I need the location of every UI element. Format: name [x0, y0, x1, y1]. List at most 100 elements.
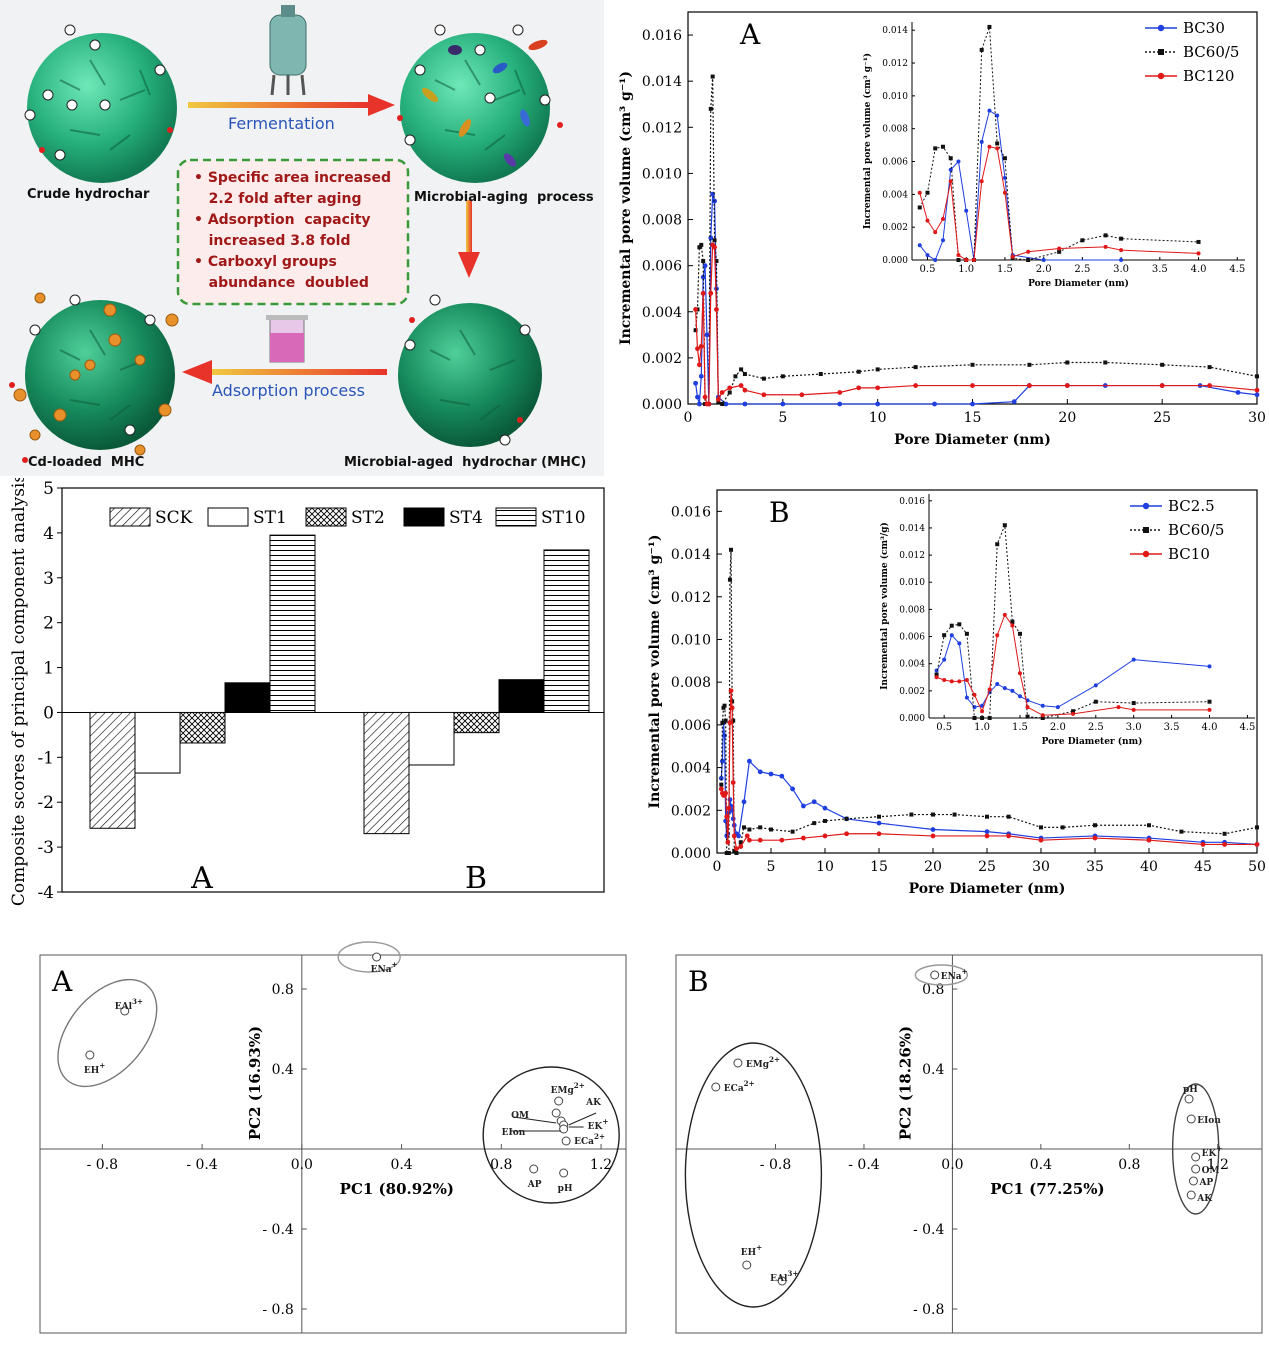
schematic-svg: [9, 5, 563, 463]
data-point: [706, 401, 712, 407]
data-point: [726, 851, 731, 855]
data-point: [1222, 831, 1227, 836]
pore-chart-b: 0 5 10 15 20 25 30 35 40 45 50 0.000 0.002 0.004 0.006…: [647, 489, 1266, 897]
data-point: [1002, 190, 1007, 195]
data-point: [1119, 258, 1124, 262]
loading-point: [1191, 1152, 1201, 1162]
data-point: [856, 369, 861, 374]
data-point: [1011, 399, 1017, 405]
data-point: [1010, 688, 1015, 693]
series-line-BC120: [919, 146, 1199, 261]
data-point: [823, 818, 827, 823]
cluster-ellipse: [684, 1042, 823, 1308]
data-point: [1064, 383, 1070, 388]
microbial-aging-label: Microbial-aging process: [414, 190, 594, 205]
point-label-ECa2+: ECa2+: [724, 1079, 755, 1094]
data-point: [980, 716, 985, 720]
y-tick-label: -1: [37, 748, 54, 768]
x-tick-label: 0.8: [490, 1157, 512, 1173]
y-tick-label: 0: [43, 703, 54, 723]
legend-label: BC10: [1168, 545, 1210, 563]
data-point: [720, 758, 725, 764]
y-tick-label: 0.8: [922, 982, 944, 998]
x-tick-label: 5: [778, 410, 787, 426]
data-point: [995, 141, 1000, 146]
data-point: [742, 372, 747, 377]
data-point: [790, 786, 795, 792]
point-label-AK: AK: [585, 1098, 602, 1108]
data-point: [925, 218, 930, 223]
cluster-ellipse: [337, 941, 401, 973]
bar-SCK-B: [363, 711, 410, 835]
y-tick-label: 0.006: [642, 259, 682, 275]
inset-x-tick-label: 4.0: [1202, 722, 1218, 733]
panel-label: B: [769, 496, 790, 529]
y-axis-label: Incremental pore volume (cm³ g⁻¹): [647, 535, 663, 809]
y-tick-label: 0.006: [671, 718, 711, 734]
data-point: [948, 179, 953, 184]
data-point: [1002, 612, 1007, 617]
point-label-pH: pH: [558, 1184, 573, 1194]
inset-y-tick-label: 0.016: [899, 497, 925, 507]
x-tick-label: 35: [1086, 859, 1104, 875]
data-point: [696, 401, 702, 407]
data-point: [1039, 825, 1043, 830]
data-point: [917, 205, 922, 210]
data-point: [699, 242, 704, 247]
y-tick-label: 0.4: [272, 1062, 294, 1078]
data-point: [957, 641, 962, 646]
loading-point: [120, 1006, 130, 1016]
y-tick-label: 0.004: [671, 761, 711, 777]
y-tick-label: 0.014: [671, 547, 711, 563]
y-tick-label: -2: [37, 793, 54, 813]
data-point: [956, 258, 961, 262]
loading-point: [711, 1082, 721, 1092]
data-point: [940, 216, 945, 221]
data-point: [984, 829, 990, 835]
legend-marker: [1157, 24, 1165, 32]
x-axis-label: PC1 (77.25%): [990, 1180, 1104, 1198]
label-leader: [568, 1112, 597, 1126]
data-point: [1254, 392, 1260, 398]
data-point: [727, 720, 733, 726]
data-point: [949, 679, 954, 684]
data-point: [925, 190, 930, 195]
data-point: [700, 290, 706, 296]
data-point: [1002, 686, 1007, 691]
data-point: [1006, 814, 1011, 819]
data-point: [1057, 249, 1062, 254]
inset-x-axis-label: Pore Diameter (nm): [1042, 736, 1143, 747]
data-point: [708, 290, 714, 296]
data-point: [980, 703, 985, 708]
y-tick-label: - 0.4: [913, 1222, 945, 1238]
data-point: [1040, 703, 1045, 708]
data-point: [728, 688, 734, 694]
data-point: [942, 677, 947, 682]
loading-point: [554, 1096, 564, 1106]
x-tick-label: 0: [684, 410, 693, 426]
data-point: [934, 675, 939, 680]
data-point: [913, 365, 918, 370]
inset-y-tick-label: 0.002: [899, 687, 925, 697]
data-point: [747, 837, 752, 843]
schematic-panel: Fermentation Adsorption process Crude hy…: [0, 0, 604, 476]
data-point: [721, 705, 726, 710]
cluster-ellipse: [1171, 1083, 1220, 1215]
loading-point: [559, 1124, 569, 1134]
data-point: [741, 799, 747, 805]
inset-y-tick-label: 0.008: [899, 605, 925, 615]
data-point: [708, 235, 714, 241]
data-point: [979, 179, 984, 184]
data-point: [744, 833, 750, 839]
data-point: [811, 799, 817, 805]
legend-marker: [1143, 527, 1149, 533]
data-point: [987, 716, 992, 720]
cd-loaded-label: Cd-loaded MHC: [28, 455, 145, 470]
inset-y-tick-label: 0.010: [882, 92, 908, 102]
inset-y-tick-label: 0.010: [899, 578, 925, 588]
y-tick-label: 4: [43, 524, 54, 544]
data-point: [1025, 705, 1030, 710]
data-point: [715, 396, 721, 402]
x-tick-label: 20: [924, 859, 942, 875]
data-point: [1254, 387, 1260, 393]
